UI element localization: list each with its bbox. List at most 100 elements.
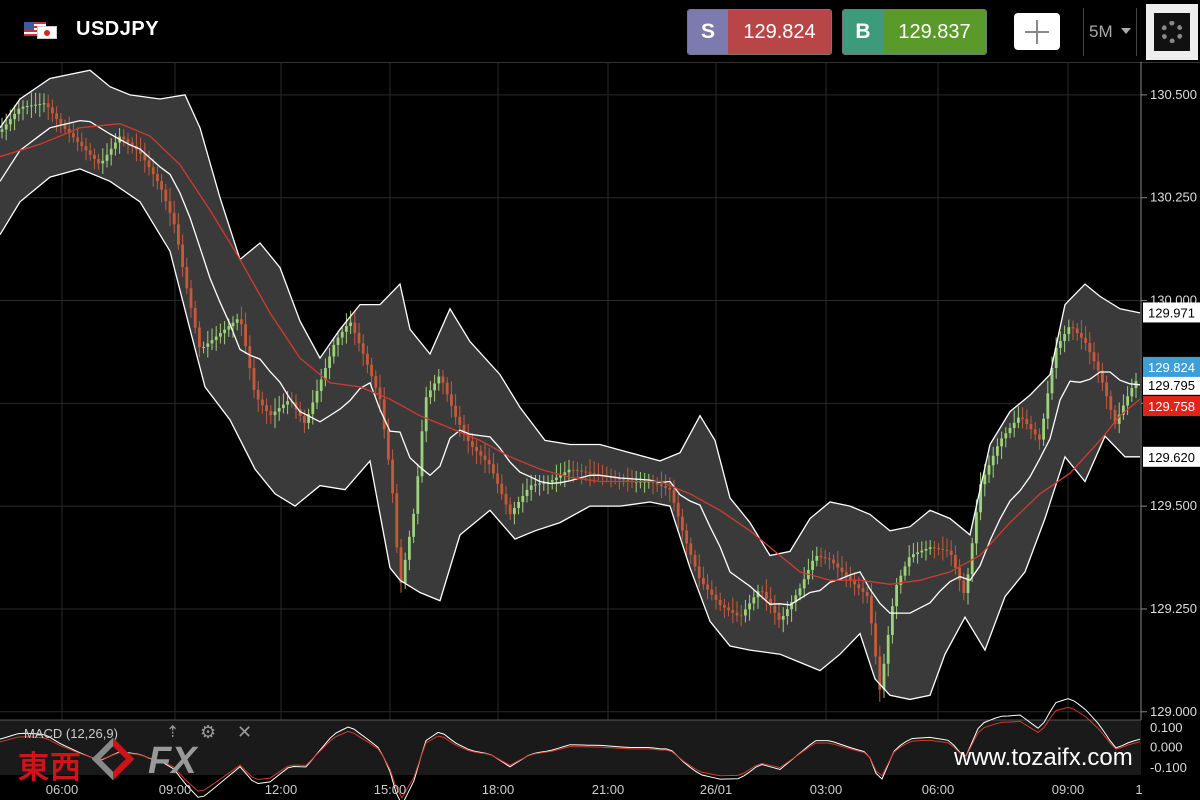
- watermark-kanji: 東西: [18, 750, 82, 786]
- macd-panel: [0, 720, 1141, 775]
- candle: [156, 166, 159, 190]
- candle: [164, 183, 168, 211]
- x-tick-label: 12:00: [265, 782, 298, 797]
- candle: [903, 561, 907, 581]
- candle: [996, 438, 999, 465]
- candle: [958, 559, 961, 592]
- macd-signal-line: [0, 706, 1141, 799]
- candle: [261, 391, 264, 414]
- candle: [912, 542, 915, 563]
- candle: [849, 566, 852, 588]
- candle: [538, 475, 541, 496]
- candle: [899, 569, 903, 594]
- candle: [198, 321, 201, 358]
- price-label-text: 129.971: [1148, 305, 1195, 320]
- candle: [88, 143, 92, 161]
- candle: [1021, 407, 1024, 429]
- candle: [84, 137, 88, 161]
- buy-button[interactable]: B 129.837: [842, 9, 987, 55]
- candle: [517, 496, 520, 515]
- candle: [546, 475, 550, 495]
- candle: [492, 453, 495, 479]
- candle: [580, 463, 583, 485]
- price-labels: 129.971 129.620 129.795 129.824 129.758: [1143, 302, 1200, 467]
- candle: [307, 408, 310, 430]
- candle: [105, 143, 109, 168]
- candle: [874, 611, 877, 665]
- candle: [101, 148, 105, 174]
- candle: [819, 547, 823, 568]
- candle: [34, 92, 37, 114]
- sell-button[interactable]: S 129.824: [687, 9, 832, 55]
- candle: [336, 330, 340, 357]
- y-tick-label: 129.500: [1150, 498, 1197, 513]
- japan-flag-icon: [37, 26, 57, 39]
- candle: [143, 142, 147, 173]
- candle: [378, 374, 382, 413]
- candle: [941, 536, 945, 561]
- candle: [1109, 390, 1113, 419]
- candle: [987, 455, 991, 483]
- x-tick-label: 18:00: [482, 782, 515, 797]
- watermark-url: www.tozaifx.com: [954, 744, 1133, 771]
- candle: [441, 369, 445, 395]
- candle: [80, 132, 84, 152]
- candle: [93, 148, 96, 170]
- price-label: 129.758: [1143, 396, 1200, 417]
- crosshair-icon[interactable]: [1014, 13, 1060, 50]
- candle: [244, 312, 247, 355]
- candle: [315, 379, 319, 410]
- candle: [479, 445, 483, 465]
- candle: [920, 541, 924, 558]
- macd-tick-label: 0.100: [1150, 720, 1183, 735]
- candle: [399, 539, 403, 593]
- candle: [408, 530, 411, 571]
- candle: [223, 321, 226, 345]
- candle: [235, 313, 239, 331]
- close-indicator-icon[interactable]: ✕: [237, 722, 253, 742]
- candle: [966, 567, 970, 605]
- candle: [433, 374, 436, 402]
- candle: [0, 117, 4, 139]
- candle: [1029, 415, 1033, 440]
- indicator-settings-icon[interactable]: ⚙: [200, 722, 217, 742]
- candle: [672, 479, 676, 512]
- candle: [38, 93, 42, 117]
- candle: [189, 280, 193, 318]
- candle: [177, 213, 180, 250]
- candle: [21, 100, 25, 121]
- price-label: 129.795: [1143, 374, 1200, 395]
- candle: [710, 580, 714, 601]
- candle: [916, 542, 919, 564]
- candle: [252, 358, 256, 399]
- candle: [370, 357, 373, 390]
- candle: [353, 311, 357, 346]
- candle: [500, 474, 504, 500]
- candle: [828, 552, 831, 570]
- candle: [416, 463, 420, 525]
- candle: [76, 127, 79, 152]
- candle: [689, 537, 693, 564]
- candle: [765, 579, 768, 611]
- x-tick-label: 1: [1135, 782, 1142, 797]
- move-up-icon[interactable]: ⇡: [166, 724, 180, 741]
- timeframe-dropdown[interactable]: 5M: [1083, 8, 1137, 56]
- candle: [597, 462, 600, 481]
- candle: [59, 113, 63, 134]
- candle: [256, 381, 260, 413]
- candle: [1042, 413, 1045, 446]
- settings-button[interactable]: [1146, 4, 1198, 60]
- candle: [437, 368, 441, 391]
- candle: [748, 594, 751, 621]
- candle: [30, 92, 33, 118]
- candle: [361, 334, 365, 367]
- candle: [735, 601, 739, 622]
- symbol-label[interactable]: USDJPY: [76, 18, 160, 40]
- candle: [248, 335, 252, 381]
- gear-icon: [1154, 13, 1190, 51]
- candle: [273, 398, 277, 429]
- candle: [1113, 405, 1117, 429]
- candle: [214, 326, 218, 351]
- candle: [836, 550, 840, 579]
